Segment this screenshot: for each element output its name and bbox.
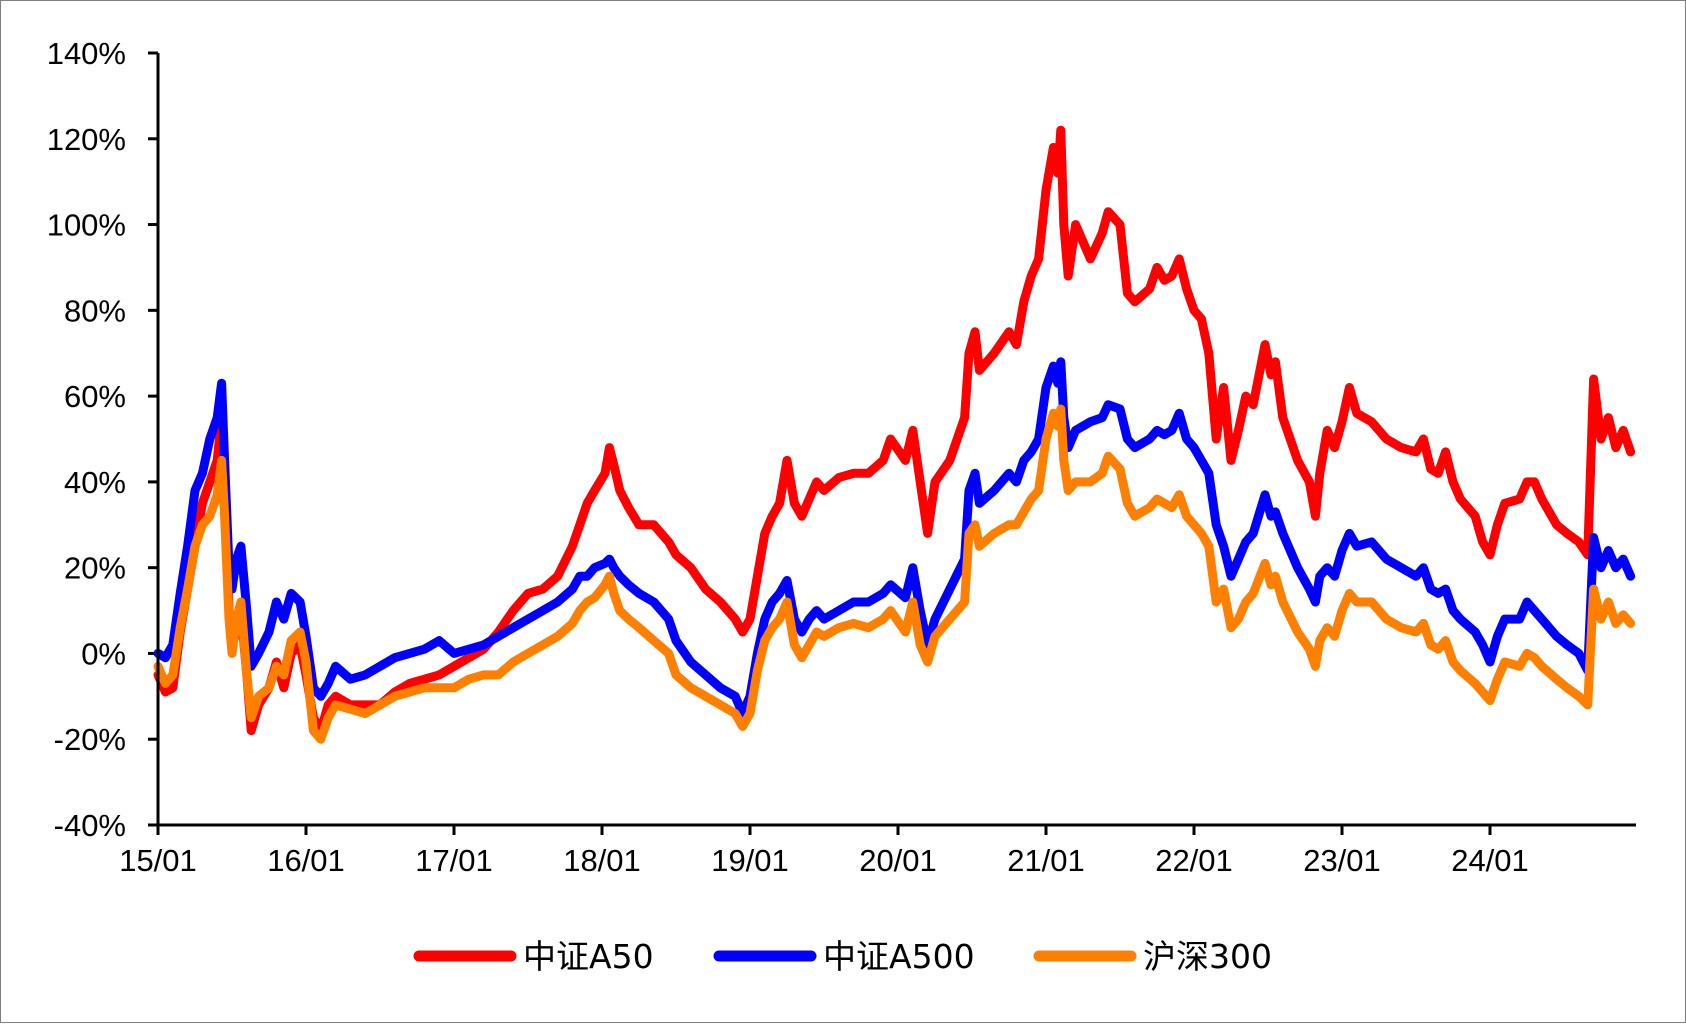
x-tick-label: 19/01 xyxy=(711,843,789,878)
x-tick-label: 15/01 xyxy=(119,843,197,878)
x-tick-label: 24/01 xyxy=(1451,843,1529,878)
x-tick-label: 16/01 xyxy=(267,843,345,878)
series-line-hushen-300 xyxy=(153,404,1636,744)
x-tick-label: 23/01 xyxy=(1303,843,1381,878)
y-tick-label: 80% xyxy=(64,293,126,328)
y-axis-ticks: -40% -20% 0% 20% 40% 60% 80% 100% 120% 140% xyxy=(47,36,158,843)
y-tick-label: 60% xyxy=(64,379,126,414)
x-tick-label: 18/01 xyxy=(563,843,641,878)
y-tick-label: 100% xyxy=(47,208,126,243)
series-line-zhongzheng-a50 xyxy=(153,125,1636,736)
x-axis-ticks: 15/01 16/01 17/01 18/01 19/01 20/01 21/01 22/01… xyxy=(119,825,1529,878)
series-line-zhongzheng-a500 xyxy=(153,357,1636,718)
y-tick-label: 0% xyxy=(81,636,126,671)
y-tick-label: -20% xyxy=(54,722,126,757)
y-tick-label: 120% xyxy=(47,122,126,157)
y-tick-label: 140% xyxy=(47,36,126,71)
legend: 中证A50 中证A500 沪深300 xyxy=(413,937,1272,976)
x-tick-label: 21/01 xyxy=(1007,843,1085,878)
legend-item-zhongzheng-a50: 中证A50 xyxy=(413,937,654,976)
y-tick-label: 20% xyxy=(64,551,126,586)
legend-label: 中证A50 xyxy=(523,937,654,976)
y-tick-label: -40% xyxy=(54,808,126,843)
x-tick-label: 22/01 xyxy=(1155,843,1233,878)
x-tick-label: 20/01 xyxy=(859,843,937,878)
legend-item-hushen-300: 沪深300 xyxy=(1033,937,1272,976)
series-layer xyxy=(153,125,1636,744)
legend-label: 沪深300 xyxy=(1143,937,1272,976)
legend-label: 中证A500 xyxy=(823,937,975,976)
legend-item-zhongzheng-a500: 中证A500 xyxy=(713,937,975,976)
x-tick-label: 17/01 xyxy=(415,843,493,878)
y-tick-label: 40% xyxy=(64,465,126,500)
